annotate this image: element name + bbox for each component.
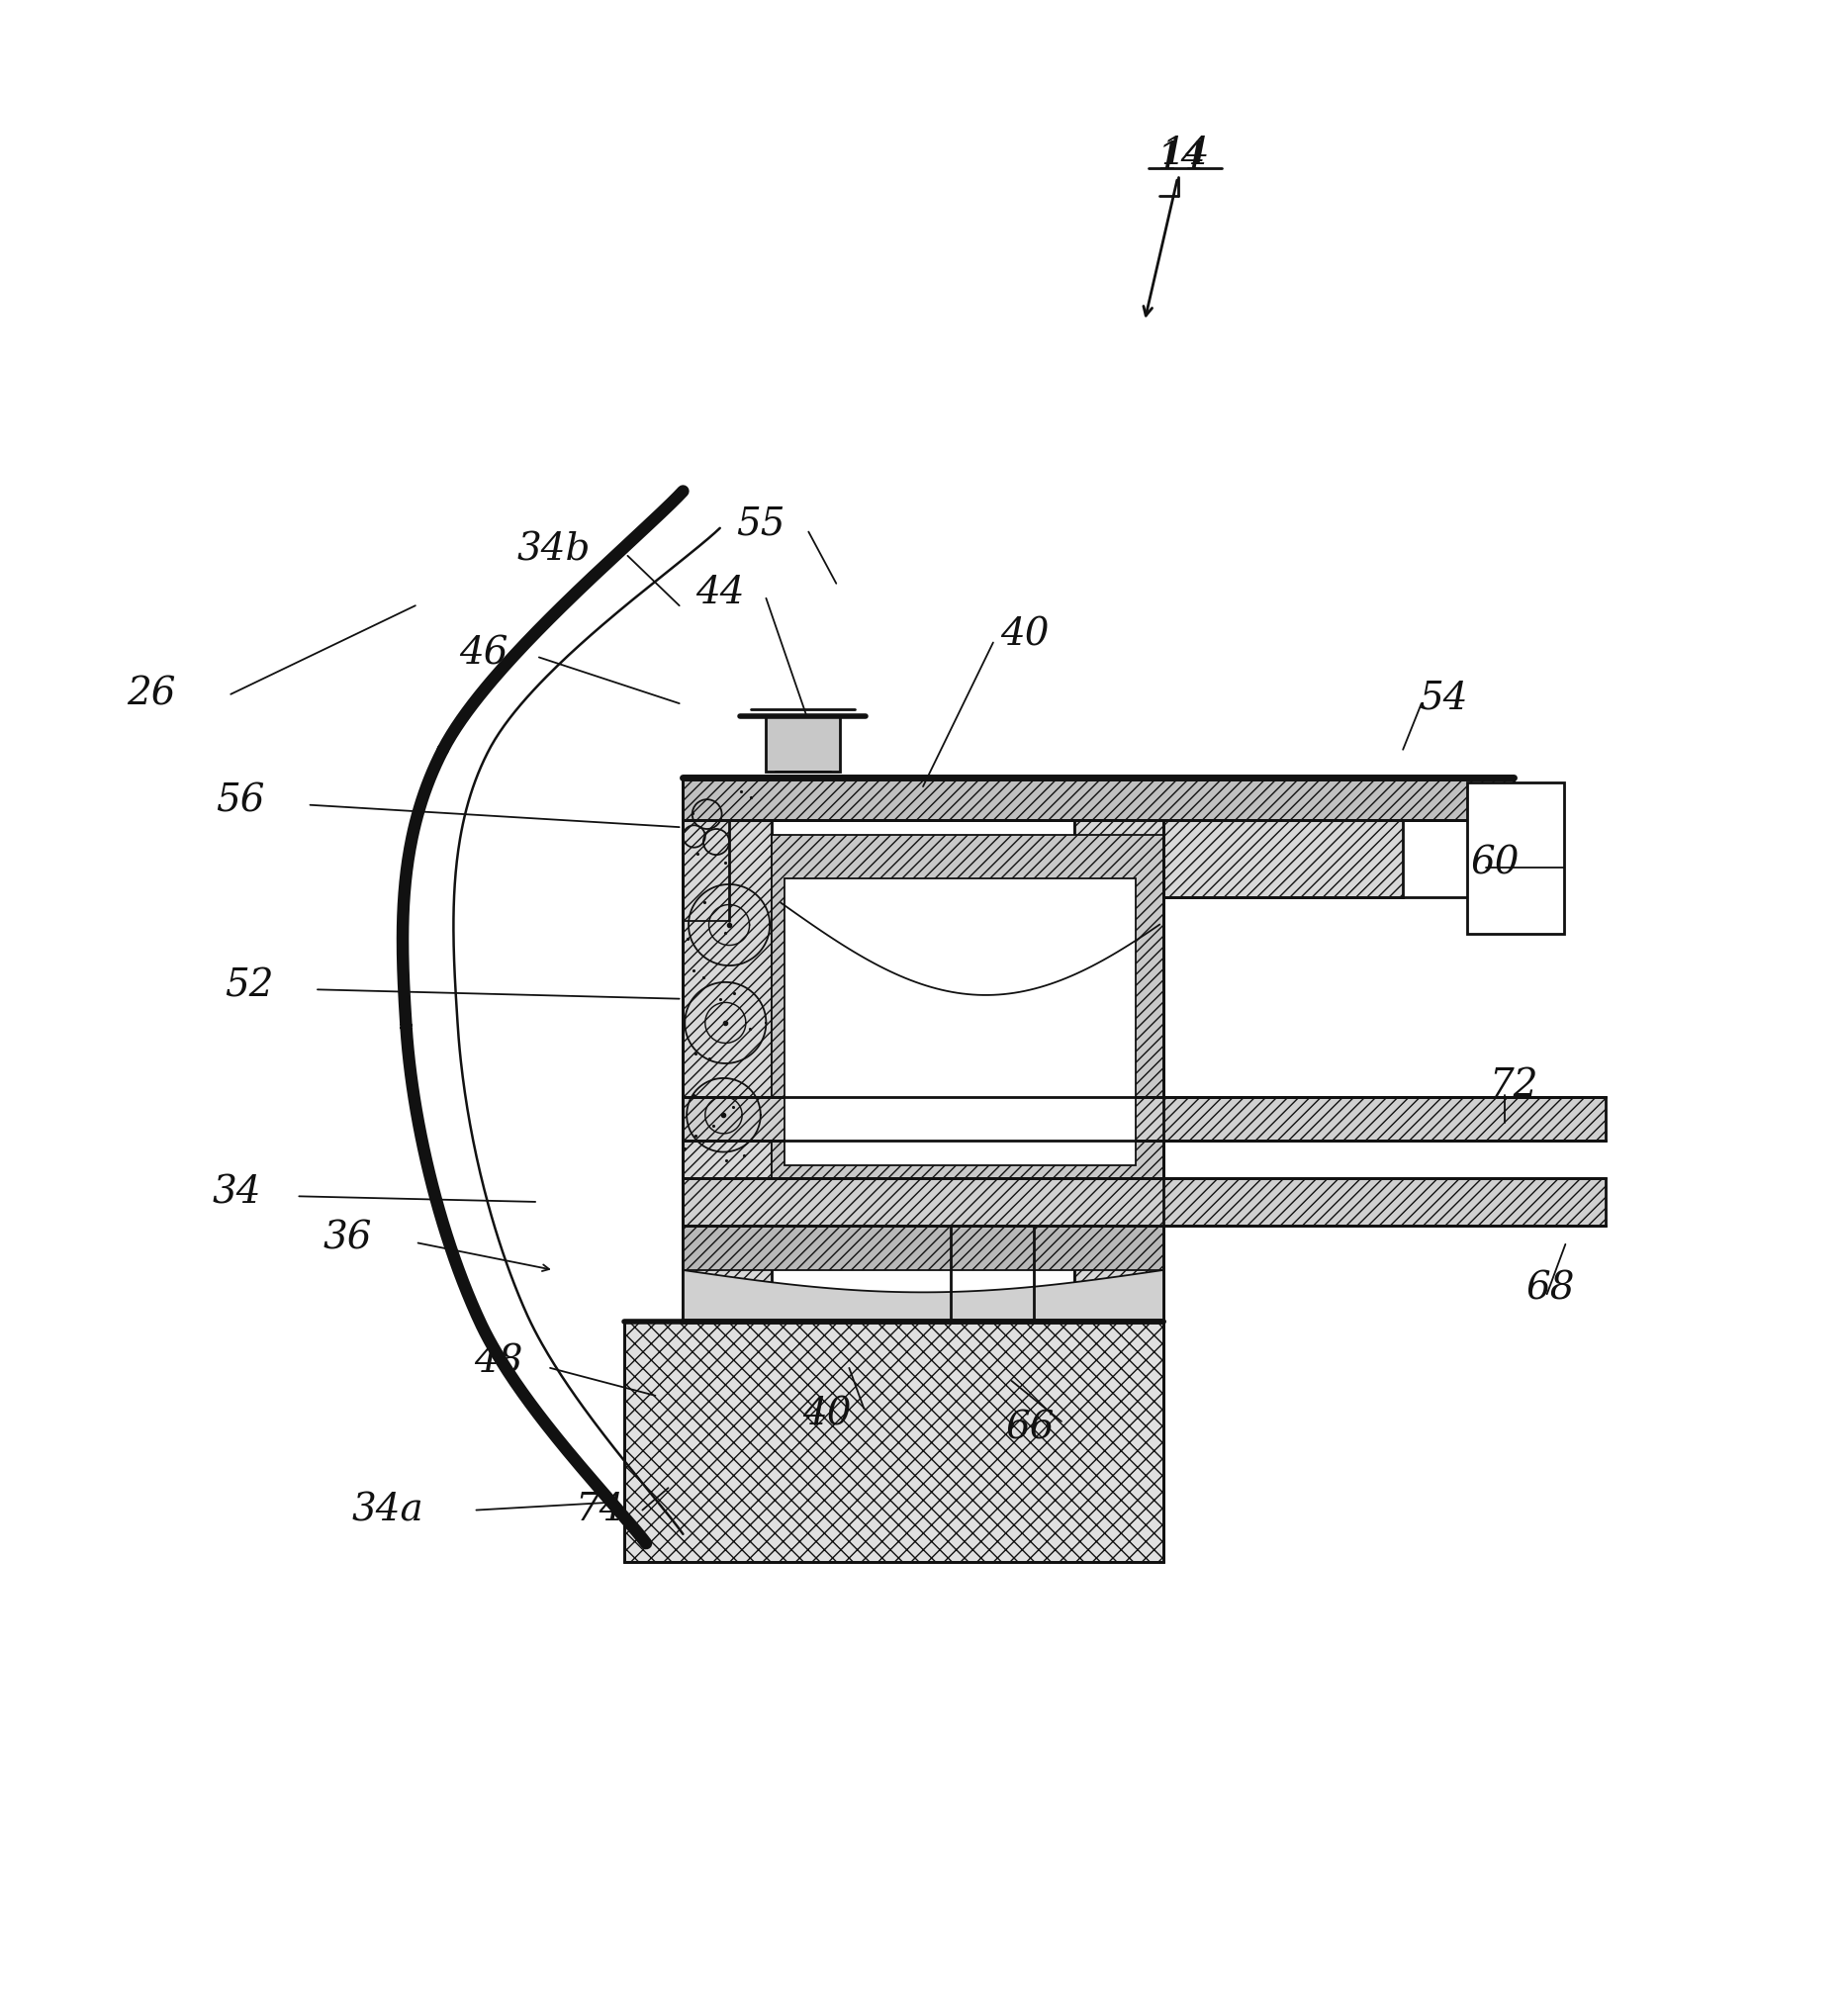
Bar	[683, 1193, 1163, 1270]
Text: 54: 54	[1420, 679, 1468, 716]
Bar	[624, 1322, 1163, 1562]
Text: 74: 74	[576, 1492, 624, 1528]
Text: 40: 40	[803, 1395, 851, 1433]
Bar	[683, 1177, 1606, 1226]
Bar	[1163, 821, 1403, 897]
Text: 44: 44	[696, 575, 744, 611]
Text: 46: 46	[460, 635, 508, 671]
Text: 68: 68	[1527, 1270, 1575, 1306]
Bar	[766, 716, 840, 772]
Bar	[1468, 782, 1564, 933]
Text: 34a: 34a	[353, 1492, 423, 1528]
Text: 14: 14	[1157, 141, 1205, 177]
Bar	[772, 821, 1074, 1322]
Text: 55: 55	[737, 506, 785, 542]
Text: 14: 14	[1161, 135, 1209, 171]
Text: 26: 26	[127, 675, 175, 712]
Text: 72: 72	[1490, 1066, 1538, 1105]
Text: 40: 40	[1001, 617, 1049, 653]
Bar	[683, 1097, 1606, 1141]
Bar	[683, 778, 1514, 821]
Text: 36: 36	[323, 1220, 371, 1258]
Text: 34: 34	[212, 1173, 260, 1212]
Bar	[785, 879, 1135, 1165]
Polygon shape	[772, 835, 1163, 1193]
Text: 34b: 34b	[517, 532, 591, 569]
Polygon shape	[683, 821, 772, 1322]
Text: 48: 48	[474, 1345, 522, 1381]
Text: 66: 66	[1006, 1411, 1054, 1447]
Text: 60: 60	[1471, 847, 1519, 883]
Text: 52: 52	[225, 968, 273, 1004]
Text: 56: 56	[216, 782, 264, 821]
Polygon shape	[1074, 821, 1163, 1322]
